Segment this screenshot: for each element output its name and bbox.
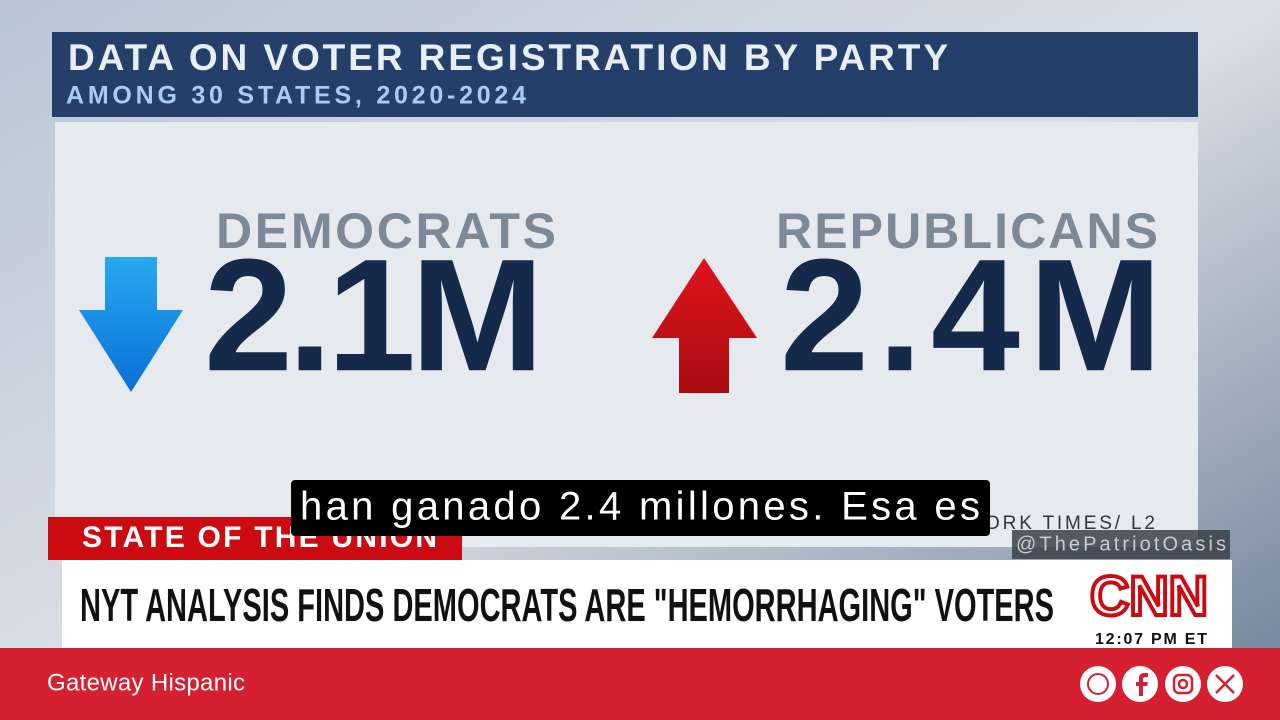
down-arrow [79,257,183,392]
instagram-glyph [1177,678,1189,690]
caption: han ganado 2.4 millones. Esa es [300,485,980,529]
footer-bar [0,648,1280,720]
headline-box [62,560,1232,648]
web-glyph [1087,673,1109,695]
caption-box [291,480,990,536]
x-glyph [1215,674,1235,694]
network-logo: CNN [1090,564,1208,627]
headline: NYT ANALYSIS FINDS DEMOCRATS ARE "HEMORR… [80,579,1054,631]
party-name: DEMOCRATS [216,203,556,259]
party-value: 2.4M [780,225,1162,404]
brand: Gateway Hispanic [47,669,245,696]
party-value: 2.1M [204,225,544,404]
facebook-glyph [1136,673,1148,696]
up-arrow [652,258,757,393]
graphic-subtitle: AMONG 30 STATES, 2020-2024 [66,82,526,110]
graphic-title: DATA ON VOTER REGISTRATION BY PARTY [68,37,948,78]
graphic-panel [55,122,1198,547]
time: 12:07 PM ET [1095,631,1207,648]
social-icons [1080,666,1243,702]
instagram-icon[interactable] [1165,666,1201,702]
instagram-glyph [1172,673,1194,695]
title-bar [52,32,1198,117]
web-icon[interactable] [1080,666,1116,702]
watermark-box [1012,530,1230,559]
party-name: REPUBLICANS [776,203,1158,259]
